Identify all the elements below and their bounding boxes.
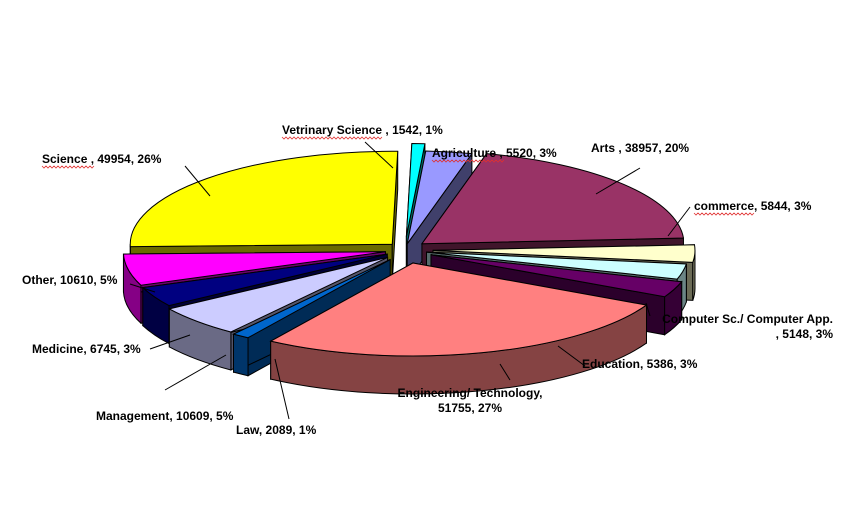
spellcheck-underline-10 xyxy=(41,165,95,169)
pie-slice-5 xyxy=(269,262,648,395)
leader-line-10 xyxy=(184,165,211,197)
spellcheck-underline-0 xyxy=(431,159,505,163)
leader-line-8 xyxy=(149,334,191,350)
pie-slices xyxy=(122,143,696,395)
leader-line-9 xyxy=(129,283,156,293)
leader-line-1 xyxy=(595,167,641,195)
spellcheck-underline-11 xyxy=(281,136,383,140)
slice-label-11: Vetrinary Science , 1542, 1% xyxy=(282,123,443,137)
slice-label-2: commerce, 5844, 3% xyxy=(694,199,812,213)
leader-line-6 xyxy=(274,358,290,420)
slice-label-8: Medicine, 6745, 3% xyxy=(32,342,141,356)
slice-label-1: Arts , 38957, 20% xyxy=(591,141,689,155)
slice-label-7: Management, 10609, 5% xyxy=(96,409,234,423)
leader-line-2 xyxy=(667,206,691,237)
leader-line-5 xyxy=(499,363,511,381)
slice-label-6: Law, 2089, 1% xyxy=(236,423,317,437)
slice-label-3: Computer Sc./ Computer App., 5148, 3% xyxy=(662,312,833,341)
slice-label-9: Other, 10610, 5% xyxy=(22,273,118,287)
slice-label-10: Science , 49954, 26% xyxy=(42,152,162,166)
slice-label-5: Engineering/ Technology, 51755, 27% xyxy=(398,386,543,415)
leader-lines xyxy=(129,141,691,420)
leader-line-7 xyxy=(164,354,227,391)
leader-line-11 xyxy=(364,141,394,169)
slice-labels: Agriculture , 5520, 3% Arts , 38957, 20% c… xyxy=(22,123,833,437)
slice-label-0: Agriculture , 5520, 3% xyxy=(432,146,557,160)
leader-line-3 xyxy=(645,302,651,317)
leader-line-4 xyxy=(557,345,586,367)
spellcheck-underline-2 xyxy=(693,212,755,216)
slice-label-4: Education, 5386, 3% xyxy=(582,357,698,371)
